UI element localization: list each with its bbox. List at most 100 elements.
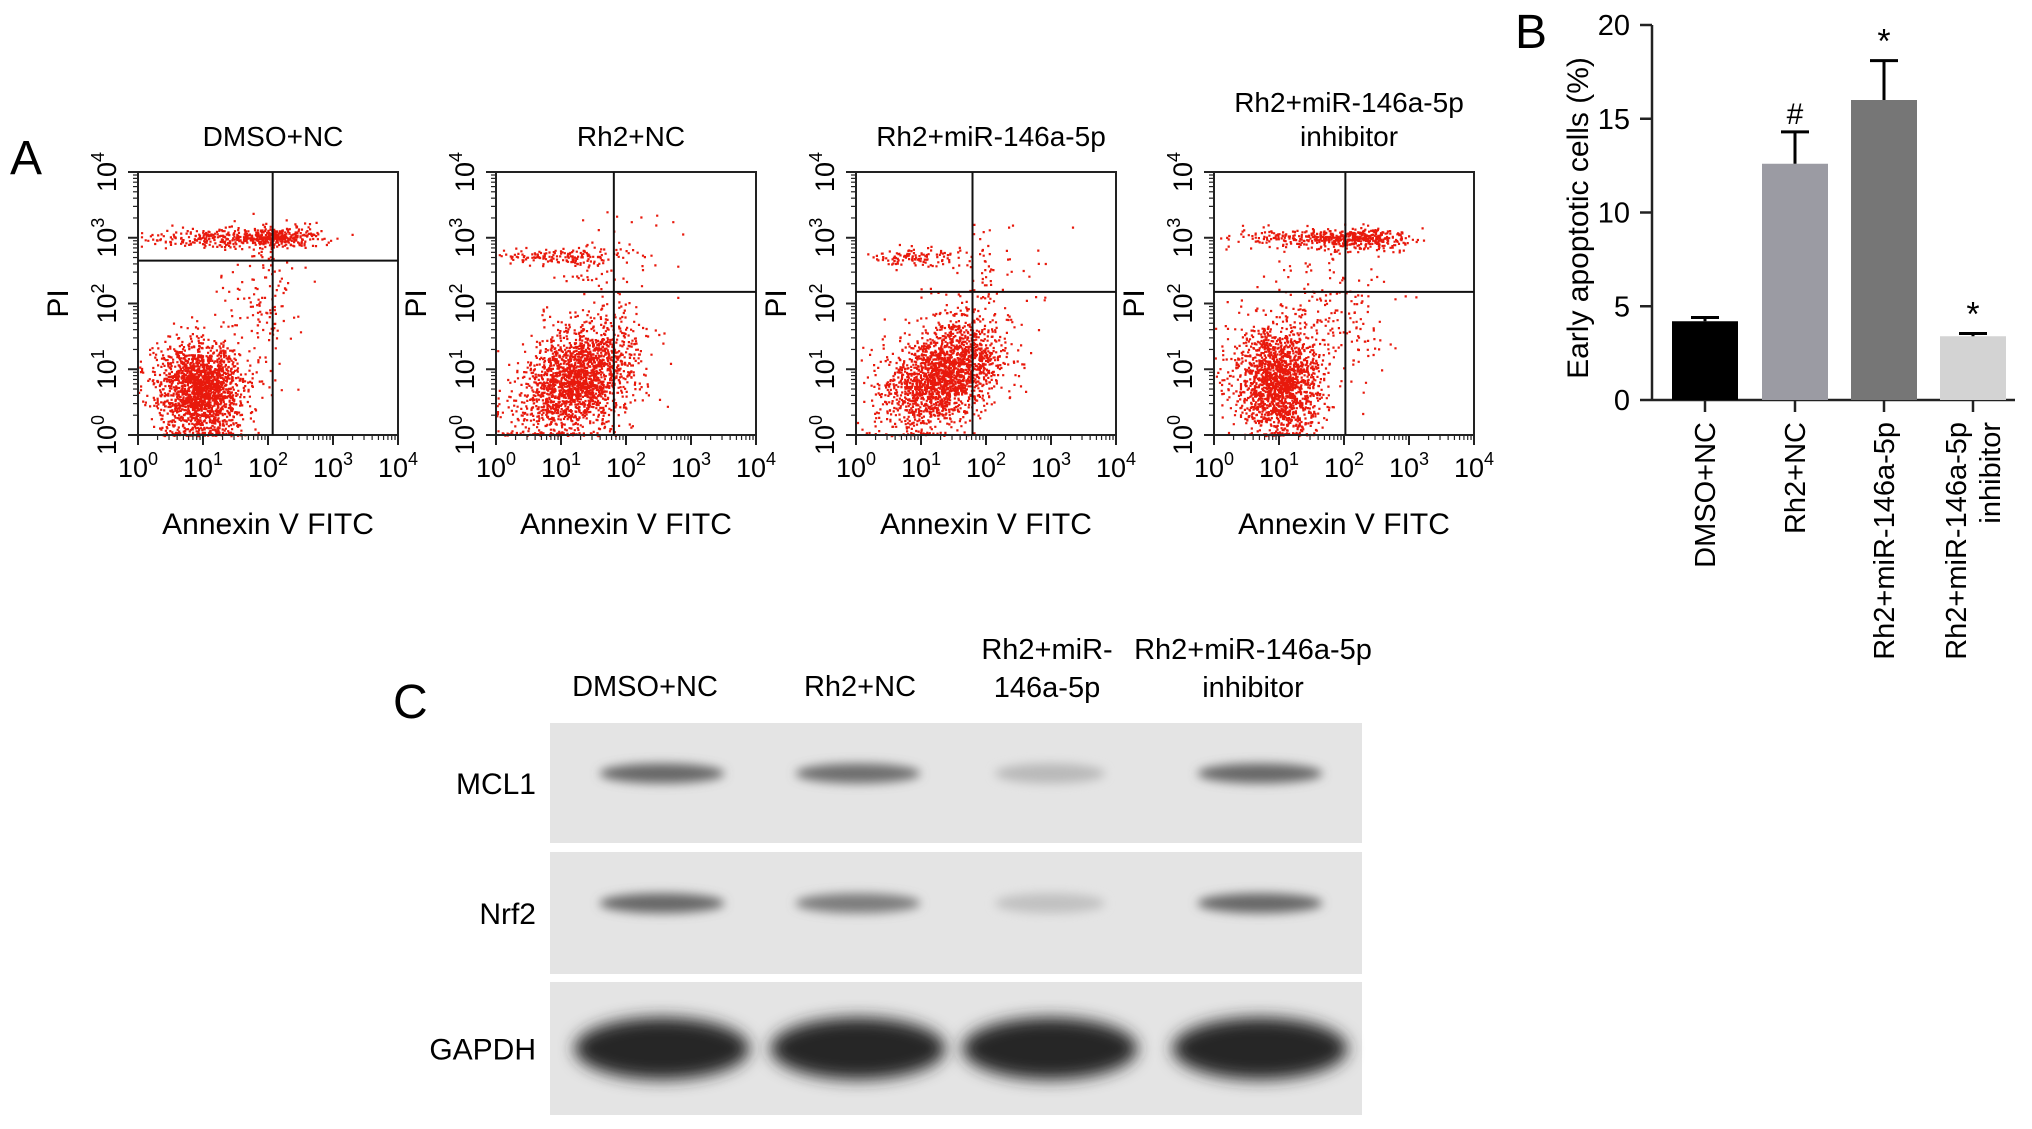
flow-plot: DMSO+NC100100101101102102103103104104Ann… bbox=[42, 121, 418, 541]
flow-y-tick-label: 101 bbox=[1164, 349, 1198, 389]
blot-band bbox=[995, 763, 1105, 784]
blot-column-label: DMSO+NC bbox=[572, 671, 718, 703]
panel-b-bar-chart: Early apoptotic cells (%) 0 5 10 15 20 DMSO+N… bbox=[1562, 10, 2015, 660]
flow-plot-title: Rh2+NC bbox=[577, 121, 685, 152]
flow-x-tick-label: 102 bbox=[1324, 449, 1364, 483]
flow-dot-cloud bbox=[1214, 223, 1426, 438]
bar-chart-y-tick-label: 15 bbox=[1598, 104, 1630, 136]
panel-c-western-blot: DMSO+NC Rh2+NCRh2+miR-146a-5pRh2+miR-146a… bbox=[429, 634, 1372, 1115]
flow-plot-title: Rh2+miR-146a-5p bbox=[1234, 87, 1464, 118]
flow-x-axis-label: Annexin V FITC bbox=[880, 508, 1092, 541]
bar-chart-y-tick-label: 5 bbox=[1614, 291, 1630, 323]
bar-chart-category-label: Rh2+NC bbox=[1780, 422, 1812, 534]
flow-y-tick-label: 100 bbox=[1164, 415, 1198, 455]
flow-y-tick-label: 104 bbox=[1164, 152, 1198, 192]
bar-significance-marker: * bbox=[1966, 295, 1979, 333]
flow-x-tick-label: 103 bbox=[1389, 449, 1429, 483]
flow-y-tick-label: 102 bbox=[806, 283, 840, 323]
blot-row: GAPDH bbox=[429, 982, 1362, 1115]
bar bbox=[1762, 163, 1828, 400]
bar-chart-y-axis-label: Early apoptotic cells (%) bbox=[1562, 57, 1595, 379]
flow-y-axis-label: PI bbox=[760, 289, 793, 317]
flow-y-tick-label: 102 bbox=[446, 283, 480, 323]
flow-y-tick-label: 102 bbox=[88, 283, 122, 323]
blot-strip bbox=[550, 723, 1362, 843]
flow-dot-cloud bbox=[138, 212, 354, 438]
blot-band bbox=[795, 893, 921, 914]
flow-x-tick-label: 104 bbox=[1454, 449, 1494, 483]
panel-letter-a: A bbox=[10, 132, 42, 185]
flow-x-axis-label: Annexin V FITC bbox=[162, 508, 374, 541]
flow-x-tick-label: 104 bbox=[378, 449, 418, 483]
flow-y-axis-label: PI bbox=[42, 289, 75, 317]
blot-band bbox=[795, 763, 921, 784]
flow-plot-frame bbox=[137, 171, 399, 436]
flow-dot-cloud bbox=[856, 223, 1075, 438]
panel-a-flow-cytometry: DMSO+NC100100101101102102103103104104Ann… bbox=[42, 87, 1494, 541]
flow-x-tick-label: 102 bbox=[248, 449, 288, 483]
flow-x-tick-label: 103 bbox=[671, 449, 711, 483]
bar-chart-category-label: DMSO+NC bbox=[1690, 422, 1722, 568]
blot-strip bbox=[550, 852, 1362, 974]
flow-y-tick-label: 104 bbox=[88, 152, 122, 192]
blot-band bbox=[599, 763, 725, 784]
flow-x-tick-label: 100 bbox=[476, 449, 516, 483]
flow-x-tick-label: 103 bbox=[1031, 449, 1071, 483]
flow-x-tick-label: 100 bbox=[118, 449, 158, 483]
flow-dots bbox=[496, 211, 685, 438]
flow-plot-frame bbox=[855, 171, 1117, 436]
blot-row-label: Nrf2 bbox=[479, 898, 536, 931]
blot-column-label: 146a-5p bbox=[994, 672, 1100, 704]
flow-y-tick-label: 103 bbox=[88, 218, 122, 258]
flow-x-tick-label: 102 bbox=[966, 449, 1006, 483]
blot-row: Nrf2 bbox=[479, 852, 1362, 974]
flow-x-tick-label: 101 bbox=[183, 449, 223, 483]
bar-chart-category-label: Rh2+miR-146a-5p bbox=[1869, 422, 1901, 660]
flow-plot-title: inhibitor bbox=[1300, 121, 1398, 152]
flow-y-tick-label: 101 bbox=[88, 349, 122, 389]
blot-column-label: Rh2+miR-146a-5p bbox=[1134, 634, 1372, 666]
flow-x-tick-label: 103 bbox=[313, 449, 353, 483]
blot-band bbox=[770, 1017, 946, 1080]
flow-x-tick-label: 104 bbox=[1096, 449, 1136, 483]
panel-letter-b: B bbox=[1515, 6, 1547, 59]
blot-band bbox=[1172, 1017, 1348, 1080]
bar-significance-marker: # bbox=[1787, 98, 1804, 131]
flow-x-tick-label: 104 bbox=[736, 449, 776, 483]
bar bbox=[1940, 336, 2006, 400]
bar-chart-y-tick-label: 10 bbox=[1598, 198, 1630, 230]
bar bbox=[1851, 100, 1917, 400]
flow-x-tick-label: 102 bbox=[606, 449, 646, 483]
flow-y-tick-label: 101 bbox=[806, 349, 840, 389]
flow-plot-title: DMSO+NC bbox=[203, 121, 344, 152]
blot-band bbox=[962, 1017, 1138, 1080]
flow-y-tick-label: 100 bbox=[446, 415, 480, 455]
bar-chart-y-tick-label: 20 bbox=[1598, 10, 1630, 42]
flow-plot: Rh2+NC100100101101102102103103104104Anne… bbox=[400, 121, 776, 541]
flow-x-axis-label: Annexin V FITC bbox=[520, 508, 732, 541]
flow-y-tick-label: 104 bbox=[806, 152, 840, 192]
flow-dots bbox=[1214, 223, 1426, 438]
blot-band bbox=[1197, 763, 1323, 784]
flow-dots bbox=[138, 212, 354, 438]
bar-significance-marker: * bbox=[1877, 23, 1890, 61]
blot-band bbox=[574, 1017, 750, 1080]
blot-column-label: inhibitor bbox=[1202, 672, 1304, 704]
flow-dot-cloud bbox=[496, 211, 685, 438]
bar-chart-y-tick-label: 0 bbox=[1614, 385, 1630, 417]
bar-chart-category-label: Rh2+miR-146a-5p bbox=[1941, 422, 1973, 660]
blot-column-label: Rh2+miR- bbox=[981, 634, 1112, 666]
blot-column-label: Rh2+NC bbox=[804, 671, 916, 703]
flow-x-tick-label: 100 bbox=[1194, 449, 1234, 483]
bar-chart-category-label: inhibitor bbox=[1975, 422, 2007, 524]
flow-y-tick-label: 101 bbox=[446, 349, 480, 389]
blot-row: MCL1 bbox=[456, 723, 1362, 843]
flow-y-axis-label: PI bbox=[1118, 289, 1151, 317]
flow-y-tick-label: 103 bbox=[1164, 218, 1198, 258]
flow-y-tick-label: 103 bbox=[806, 218, 840, 258]
panel-letter-c: C bbox=[393, 676, 428, 729]
flow-x-tick-label: 101 bbox=[1259, 449, 1299, 483]
flow-x-tick-label: 100 bbox=[836, 449, 876, 483]
